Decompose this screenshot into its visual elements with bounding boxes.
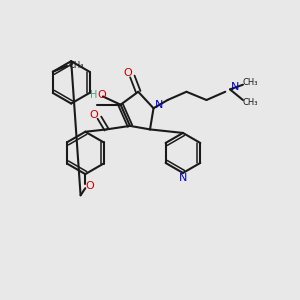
Text: CH₃: CH₃	[69, 61, 84, 70]
Text: CH₃: CH₃	[242, 78, 258, 87]
Text: N: N	[179, 172, 187, 183]
Text: CH₃: CH₃	[242, 98, 258, 107]
Text: O: O	[123, 68, 132, 78]
Text: H: H	[90, 90, 97, 100]
Text: O: O	[85, 181, 94, 191]
Text: N: N	[155, 100, 164, 110]
Text: O: O	[89, 110, 98, 120]
Text: O: O	[98, 90, 106, 100]
Text: N: N	[230, 82, 239, 92]
